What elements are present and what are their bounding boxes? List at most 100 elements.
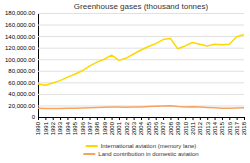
y-tick-label: 40,000.00 (8, 91, 35, 97)
grid-line (38, 13, 244, 14)
x-tick-label: 1999 (102, 121, 108, 135)
x-tick: 2016 (227, 117, 233, 135)
x-tick-label: 2000 (109, 121, 115, 135)
tick-mark (75, 117, 76, 120)
legend-item: Land contribution in domestic aviation (83, 151, 198, 157)
x-tick: 2010 (183, 117, 189, 135)
x-tick-label: 1992 (50, 121, 56, 135)
x-tick: 1991 (43, 117, 49, 135)
tick-mark (193, 117, 194, 120)
chart: 0 20,000.00 40,000.00 60,000.00 80,000.00 100… (0, 0, 250, 163)
plot-area: 0 20,000.00 40,000.00 60,000.00 80,000.00 100… (5, 10, 247, 135)
tick-mark (82, 117, 83, 120)
x-tick: 2013 (205, 117, 211, 135)
y-tick: 40,000.00 (8, 91, 244, 97)
y-tick: 160,000.00 (5, 22, 244, 28)
x-tick-label: 2007 (160, 121, 166, 135)
x-tick: 1999 (102, 117, 108, 135)
x-tick-label: 2008 (168, 121, 174, 135)
x-tick-label: 2013 (205, 121, 211, 135)
grid-line (38, 59, 244, 60)
x-tick-label: 1991 (43, 121, 49, 135)
x-tick: 2004 (138, 117, 144, 135)
x-tick-label: 2015 (219, 121, 225, 135)
grid-line (38, 82, 244, 83)
x-tick-label: 2018 (241, 121, 247, 135)
y-tick-label: 20,000.00 (8, 103, 35, 109)
x-tick-label: 1998 (94, 121, 100, 135)
tick-mark (148, 117, 149, 120)
x-tick: 2003 (131, 117, 137, 135)
x-tick-label: 2003 (131, 121, 137, 135)
tick-mark (207, 117, 208, 120)
grid-line (38, 71, 244, 72)
y-tick: 180,000.00 (5, 10, 244, 16)
y-tick: 80,000.00 (8, 68, 244, 74)
tick-mark (170, 117, 171, 120)
tick-mark (229, 117, 230, 120)
tick-mark (141, 117, 142, 120)
x-tick: 1992 (50, 117, 56, 135)
x-tick-label: 2001 (116, 121, 122, 135)
x-tick: 2000 (109, 117, 115, 135)
y-tick-label: 80,000.00 (8, 68, 35, 74)
tick-mark (215, 117, 216, 120)
y-tick-label: 140,000.00 (5, 34, 36, 40)
x-tick: 1998 (94, 117, 100, 135)
grid-line (38, 48, 244, 49)
x-tick-label: 2014 (212, 121, 218, 135)
y-axis-line (38, 14, 39, 118)
x-tick-label: 1995 (72, 121, 78, 135)
tick-mark (67, 117, 68, 120)
x-tick-label: 2012 (197, 121, 203, 135)
tick-mark (237, 117, 238, 120)
y-tick-label: 180,000.00 (5, 10, 36, 16)
y-tick-label: 0 (32, 114, 36, 120)
x-tick-label: 1990 (35, 121, 41, 135)
grid-line (38, 36, 244, 37)
x-tick-label: 1996 (80, 121, 86, 135)
x-tick: 2006 (153, 117, 159, 135)
y-tick: 140,000.00 (5, 34, 244, 40)
tick-mark (134, 117, 135, 120)
x-tick-label: 2011 (190, 121, 196, 135)
tick-mark (126, 117, 127, 120)
x-tick: 2009 (175, 117, 181, 135)
tick-mark (45, 117, 46, 120)
grid-line (38, 25, 244, 26)
x-tick-label: 2002 (124, 121, 130, 135)
y-tick-label: 60,000.00 (8, 80, 35, 86)
tick-mark (53, 117, 54, 120)
series-line (38, 34, 244, 85)
title: Greenhouse gases (thousand tonnes) (74, 2, 209, 11)
series-line (38, 106, 244, 109)
x-tick: 2012 (197, 117, 203, 135)
x-tick-label: 2016 (227, 121, 233, 135)
y-tick-label: 120,000.00 (5, 45, 36, 51)
tick-mark (112, 117, 113, 120)
tick-mark (244, 117, 245, 120)
tick-mark (97, 117, 98, 120)
tick-mark (178, 117, 179, 120)
tick-mark (60, 117, 61, 120)
x-tick-label: 2006 (153, 121, 159, 135)
x-tick: 2014 (212, 117, 218, 135)
x-tick: 2018 (241, 117, 247, 135)
x-tick: 1996 (80, 117, 86, 135)
y-tick-label: 100,000.00 (5, 57, 36, 63)
series-group (38, 34, 244, 108)
tick-mark (104, 117, 105, 120)
x-tick: 1993 (57, 117, 63, 135)
tick-mark (90, 117, 91, 120)
tick-mark (163, 117, 164, 120)
x-tick-label: 1997 (87, 121, 93, 135)
x-tick: 2001 (116, 117, 122, 135)
tick-mark (185, 117, 186, 120)
y-axis: 0 20,000.00 40,000.00 60,000.00 80,000.00 100… (5, 10, 244, 120)
legend-label: International aviation (memory lane) (101, 143, 197, 149)
tick-mark (38, 117, 39, 120)
x-tick: 2011 (190, 117, 196, 135)
y-tick-label: 160,000.00 (5, 22, 36, 28)
x-tick: 1990 (35, 117, 41, 135)
tick-mark (200, 117, 201, 120)
